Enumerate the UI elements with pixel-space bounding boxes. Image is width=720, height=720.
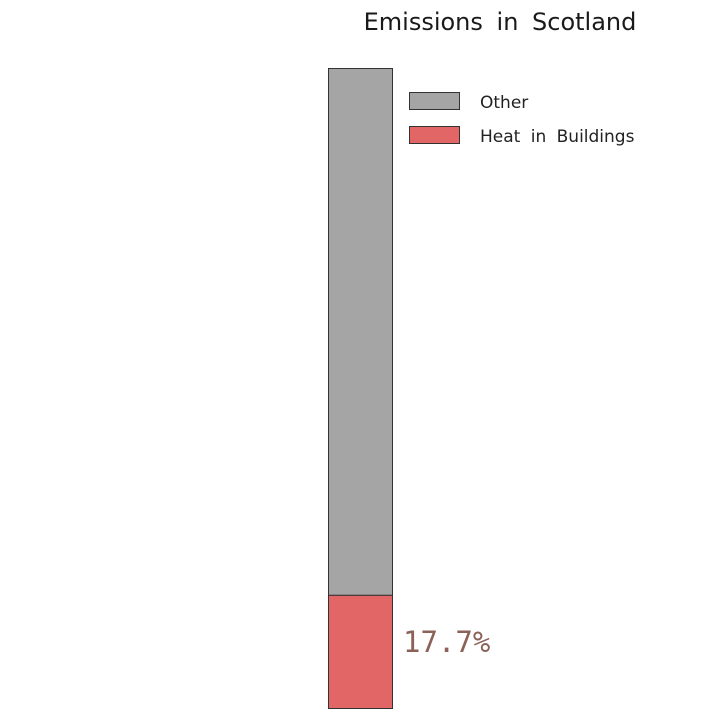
legend-swatch-other <box>409 92 460 110</box>
bar-segment-heat-in-buildings <box>328 594 393 709</box>
legend-swatch-heat-in-buildings <box>409 126 460 144</box>
legend-label-heat-in-buildings: Heat in Buildings <box>480 127 635 147</box>
legend: Other Heat in Buildings <box>409 92 635 147</box>
stacked-bar <box>328 68 393 709</box>
legend-label-other: Other <box>480 93 528 113</box>
bar-segment-other <box>328 68 393 596</box>
chart-title: Emissions in Scotland <box>364 8 637 36</box>
data-label-heat-in-buildings: 17.7% <box>403 625 490 659</box>
